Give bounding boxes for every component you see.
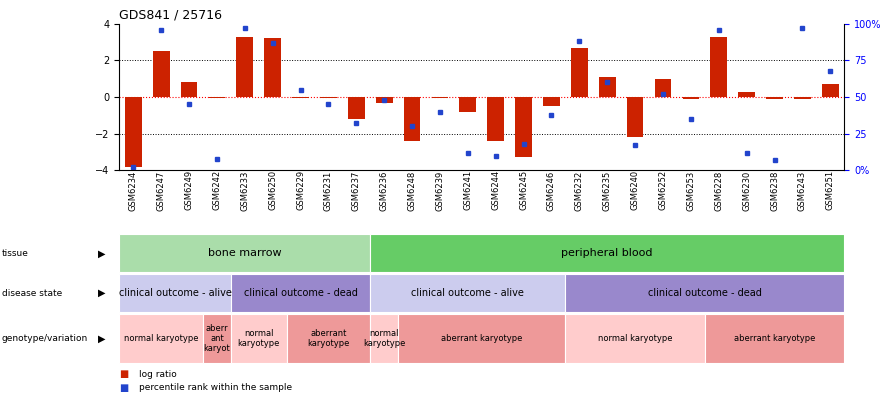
Text: clinical outcome - alive: clinical outcome - alive (118, 288, 232, 298)
Bar (711, 36, 728, 97)
Bar (682, 97, 699, 99)
Bar (348, 97, 365, 119)
Text: GSM6248: GSM6248 (408, 170, 416, 211)
Text: GSM6233: GSM6233 (240, 170, 249, 211)
Text: ▶: ▶ (98, 248, 105, 259)
Text: percentile rank within the sample: percentile rank within the sample (139, 383, 292, 392)
Text: GSM6252: GSM6252 (659, 170, 667, 210)
Bar (286, 314, 370, 363)
Text: GSM6234: GSM6234 (129, 170, 138, 211)
Text: GSM6251: GSM6251 (826, 170, 834, 210)
Bar (180, 82, 197, 97)
Bar (460, 97, 476, 112)
Text: GSM6243: GSM6243 (798, 170, 807, 211)
Bar (119, 274, 231, 312)
Text: aberrant
karyotype: aberrant karyotype (308, 329, 350, 348)
Bar (822, 84, 839, 97)
Text: GSM6239: GSM6239 (436, 170, 445, 211)
Text: log ratio: log ratio (139, 369, 177, 379)
Text: GSM6246: GSM6246 (547, 170, 556, 211)
Bar (794, 97, 811, 99)
Text: GSM6229: GSM6229 (296, 170, 305, 210)
Bar (376, 97, 392, 103)
Bar (515, 97, 532, 158)
Bar (566, 274, 844, 312)
Text: ■: ■ (119, 369, 128, 379)
Bar (370, 234, 844, 272)
Bar (766, 97, 783, 99)
Bar (153, 51, 170, 97)
Text: GSM6242: GSM6242 (212, 170, 221, 210)
Text: normal karyotype: normal karyotype (124, 334, 198, 343)
Text: aberr
ant
karyot: aberr ant karyot (203, 324, 231, 354)
Text: GSM6244: GSM6244 (492, 170, 500, 210)
Text: clinical outcome - dead: clinical outcome - dead (648, 288, 762, 298)
Text: GSM6235: GSM6235 (603, 170, 612, 211)
Text: GSM6236: GSM6236 (380, 170, 389, 211)
Bar (598, 77, 615, 97)
Bar (431, 97, 448, 98)
Bar (738, 91, 755, 97)
Text: aberrant karyotype: aberrant karyotype (441, 334, 522, 343)
Text: normal
karyotype: normal karyotype (363, 329, 406, 348)
Text: aberrant karyotype: aberrant karyotype (734, 334, 815, 343)
Bar (264, 38, 281, 97)
Text: GSM6238: GSM6238 (770, 170, 779, 211)
Text: ■: ■ (119, 383, 128, 393)
Text: GSM6230: GSM6230 (743, 170, 751, 211)
Text: GSM6240: GSM6240 (630, 170, 640, 210)
Text: GSM6232: GSM6232 (575, 170, 583, 211)
Bar (293, 97, 309, 98)
Bar (119, 234, 370, 272)
Bar (404, 97, 421, 141)
Bar (320, 97, 337, 98)
Text: genotype/variation: genotype/variation (2, 334, 88, 343)
Text: normal
karyotype: normal karyotype (238, 329, 280, 348)
Bar (566, 314, 705, 363)
Bar (203, 314, 231, 363)
Text: GSM6249: GSM6249 (185, 170, 194, 210)
Bar (543, 97, 560, 106)
Text: GSM6237: GSM6237 (352, 170, 361, 211)
Bar (236, 36, 253, 97)
Bar (231, 274, 370, 312)
Text: clinical outcome - alive: clinical outcome - alive (411, 288, 524, 298)
Text: GSM6231: GSM6231 (324, 170, 333, 211)
Text: ▶: ▶ (98, 288, 105, 298)
Text: GSM6247: GSM6247 (156, 170, 165, 211)
Text: GSM6228: GSM6228 (714, 170, 723, 211)
Bar (119, 314, 203, 363)
Text: GSM6241: GSM6241 (463, 170, 472, 210)
Text: GDS841 / 25716: GDS841 / 25716 (119, 8, 223, 21)
Bar (370, 274, 566, 312)
Text: bone marrow: bone marrow (208, 248, 282, 259)
Bar (571, 48, 588, 97)
Bar (655, 79, 671, 97)
Text: normal karyotype: normal karyotype (598, 334, 673, 343)
Bar (398, 314, 566, 363)
Text: peripheral blood: peripheral blood (561, 248, 653, 259)
Bar (231, 314, 286, 363)
Bar (627, 97, 644, 137)
Text: clinical outcome - dead: clinical outcome - dead (244, 288, 357, 298)
Text: GSM6250: GSM6250 (268, 170, 278, 210)
Bar (370, 314, 398, 363)
Text: GSM6245: GSM6245 (519, 170, 528, 210)
Bar (487, 97, 504, 141)
Bar (209, 97, 225, 98)
Text: GSM6253: GSM6253 (686, 170, 696, 211)
Text: disease state: disease state (2, 289, 62, 297)
Text: tissue: tissue (2, 249, 28, 258)
Text: ▶: ▶ (98, 333, 105, 344)
Bar (125, 97, 141, 167)
Bar (705, 314, 844, 363)
